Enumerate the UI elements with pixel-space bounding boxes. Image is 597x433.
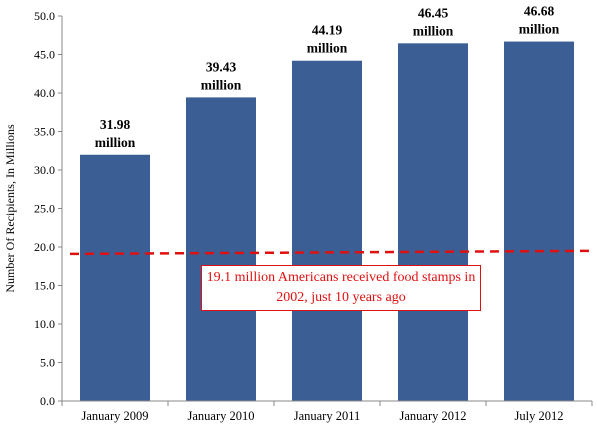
data-label: 46.45 xyxy=(418,5,449,20)
y-tick-label: 15.0 xyxy=(34,279,55,293)
data-label: 31.98 xyxy=(100,117,131,132)
category-label: January 2012 xyxy=(400,409,467,423)
y-tick-label: 20.0 xyxy=(34,240,55,254)
data-label: million xyxy=(95,135,136,150)
y-tick-label: 10.0 xyxy=(34,317,55,331)
y-tick-label: 5.0 xyxy=(40,356,55,370)
y-tick-label: 50.0 xyxy=(34,9,55,23)
bar-january-2009 xyxy=(80,154,150,401)
category-label: January 2009 xyxy=(82,409,149,423)
y-tick-label: 30.0 xyxy=(34,163,55,177)
y-tick-label: 25.0 xyxy=(34,202,55,216)
annotation-box: 19.1 million Americans received food sta… xyxy=(201,265,481,311)
data-label: 39.43 xyxy=(206,59,237,74)
bar-july-2012 xyxy=(504,41,574,402)
y-tick-label: 45.0 xyxy=(34,48,55,62)
data-label: million xyxy=(307,41,348,56)
bar-january-2010 xyxy=(186,97,256,401)
labels-layer: January 2009 31.98 million January 2010 39.4… xyxy=(82,4,564,423)
bar-january-2011 xyxy=(292,60,362,401)
category-label: July 2012 xyxy=(515,409,564,423)
data-label: million xyxy=(201,77,242,92)
data-label: 46.68 xyxy=(524,4,555,19)
bars-layer xyxy=(80,41,574,402)
bar-january-2012 xyxy=(398,43,468,402)
y-tick-label: 0.0 xyxy=(40,394,55,408)
axes-layer: 0.0 5.0 10.0 15.0 20.0 25.0 30.0 35.0 40.0 45.0 50… xyxy=(34,9,593,408)
data-label: 44.19 xyxy=(312,23,343,38)
category-label: January 2011 xyxy=(294,409,361,423)
reference-line-2002 xyxy=(69,249,593,256)
data-label: million xyxy=(519,22,560,37)
y-tick-label: 35.0 xyxy=(34,125,55,139)
y-axis-title: Number Of Recipients, In Millions xyxy=(3,124,17,293)
category-label: January 2010 xyxy=(188,409,255,423)
y-tick-label: 40.0 xyxy=(34,86,55,100)
data-label: million xyxy=(413,23,454,38)
